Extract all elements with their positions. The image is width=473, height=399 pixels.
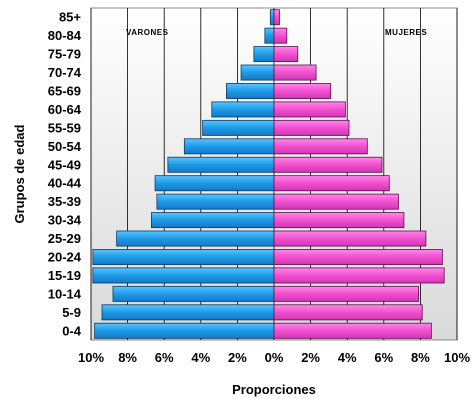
x-tick-label: 8% <box>411 350 430 365</box>
y-tick-label: 25-29 <box>48 231 81 246</box>
x-tick-label: 0% <box>265 350 284 365</box>
bar-varones-0-4 <box>94 322 275 339</box>
bar-varones-35-39 <box>156 193 275 210</box>
bar-mujeres-65-69 <box>273 83 332 99</box>
bar-varones-20-24 <box>92 249 275 265</box>
y-tick-label: 85+ <box>59 10 81 25</box>
x-tick-label: 10% <box>444 350 470 365</box>
bar-mujeres-25-29 <box>273 230 427 247</box>
bar-mujeres-45-49 <box>273 156 383 173</box>
bar-varones-40-44 <box>154 175 275 192</box>
x-tick-label: 4% <box>191 350 210 365</box>
bar-varones-25-29 <box>116 230 275 247</box>
y-tick-label: 15-19 <box>48 268 81 283</box>
x-tick-label: 2% <box>301 350 320 365</box>
y-tick-label: 70-74 <box>48 65 82 80</box>
x-tick-label: 10% <box>78 350 104 365</box>
bar-varones-65-69 <box>226 83 275 99</box>
bar-mujeres-15-19 <box>273 267 445 284</box>
bar-varones-60-64 <box>211 101 275 118</box>
bar-varones-10-14 <box>112 285 275 302</box>
bar-mujeres-0-4 <box>273 322 432 339</box>
bar-varones-75-79 <box>253 46 275 63</box>
y-axis-title: Grupos de edad <box>12 124 27 223</box>
y-tick-label: 35-39 <box>48 194 81 209</box>
bar-mujeres-40-44 <box>273 175 390 192</box>
bar-varones-80-84 <box>264 27 275 44</box>
y-tick-label: 45-49 <box>48 157 81 172</box>
bar-varones-15-19 <box>92 267 275 284</box>
y-tick-label: 20-24 <box>48 250 82 265</box>
x-tick-label: 8% <box>118 350 137 365</box>
y-tick-label: 50-54 <box>48 139 82 154</box>
bar-mujeres-5-9 <box>273 304 423 321</box>
bar-varones-85+ <box>269 9 275 26</box>
legend-mujeres: MUJERES <box>385 28 427 37</box>
bar-mujeres-75-79 <box>273 46 299 63</box>
bar-mujeres-55-59 <box>273 119 350 136</box>
legend-varones: VARONES <box>126 28 169 37</box>
bar-mujeres-80-84 <box>273 27 288 44</box>
bar-varones-45-49 <box>167 156 275 173</box>
bar-mujeres-35-39 <box>273 193 399 210</box>
bar-varones-70-74 <box>240 64 275 81</box>
grid-lines <box>90 8 458 340</box>
bar-mujeres-10-14 <box>273 285 419 302</box>
bars <box>92 9 445 339</box>
bar-mujeres-30-34 <box>273 212 405 229</box>
y-tick-label: 40-44 <box>48 176 82 191</box>
x-tick-labels: 10% 8% 6% 4% 2% 0% 2% 4% 6% 8% 10% <box>78 350 470 365</box>
bar-varones-50-54 <box>183 138 275 155</box>
bar-mujeres-50-54 <box>273 138 368 155</box>
y-tick-label: 10-14 <box>48 286 82 301</box>
bar-mujeres-60-64 <box>273 101 346 118</box>
x-tick-label: 6% <box>155 350 174 365</box>
x-axis-title: Proporciones <box>232 382 316 397</box>
bar-mujeres-85+ <box>273 9 280 26</box>
y-tick-label: 65-69 <box>48 84 81 99</box>
x-tick-label: 2% <box>228 350 247 365</box>
bar-varones-55-59 <box>202 119 275 136</box>
y-tick-labels: 0-4 5-9 10-14 15-19 20-24 25-29 30-34 35-39 40-4… <box>48 10 82 339</box>
y-tick-label: 5-9 <box>62 305 81 320</box>
bar-mujeres-20-24 <box>273 249 443 265</box>
bar-varones-5-9 <box>101 304 275 321</box>
y-tick-label: 30-34 <box>48 213 82 228</box>
y-tick-label: 60-64 <box>48 102 82 117</box>
x-tick-label: 4% <box>338 350 357 365</box>
y-tick-label: 55-59 <box>48 120 81 135</box>
bar-mujeres-70-74 <box>273 64 317 81</box>
y-tick-label: 80-84 <box>48 28 82 43</box>
y-tick-label: 75-79 <box>48 47 81 62</box>
x-tick-label: 6% <box>374 350 393 365</box>
bar-varones-30-34 <box>150 212 275 229</box>
y-tick-label: 0-4 <box>62 323 82 338</box>
